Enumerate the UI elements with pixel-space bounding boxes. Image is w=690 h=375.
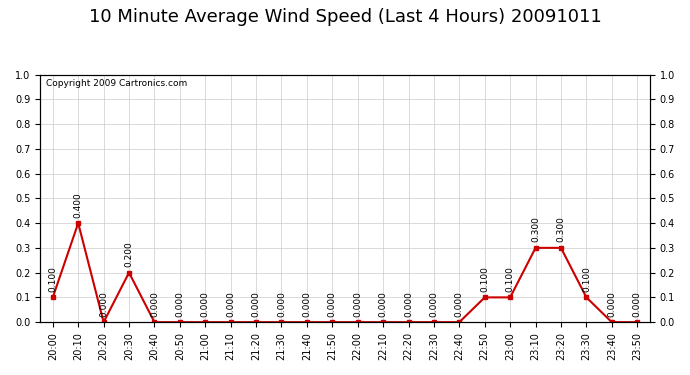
Text: 0.400: 0.400 [74,192,83,217]
Text: 0.000: 0.000 [226,291,235,316]
Text: 0.000: 0.000 [150,291,159,316]
Text: 0.200: 0.200 [124,242,134,267]
Text: 0.000: 0.000 [252,291,261,316]
Text: 0.300: 0.300 [531,216,540,242]
Text: 0.100: 0.100 [48,266,57,292]
Text: 0.000: 0.000 [201,291,210,316]
Text: 0.000: 0.000 [633,291,642,316]
Text: 0.000: 0.000 [328,291,337,316]
Text: 0.000: 0.000 [379,291,388,316]
Text: 0.000: 0.000 [99,291,108,316]
Text: Copyright 2009 Cartronics.com: Copyright 2009 Cartronics.com [46,80,188,88]
Text: 0.100: 0.100 [506,266,515,292]
Text: 0.100: 0.100 [582,266,591,292]
Text: 10 Minute Average Wind Speed (Last 4 Hours) 20091011: 10 Minute Average Wind Speed (Last 4 Hou… [88,8,602,26]
Text: 0.000: 0.000 [607,291,616,316]
Text: 0.100: 0.100 [480,266,489,292]
Text: 0.000: 0.000 [302,291,311,316]
Text: 0.000: 0.000 [404,291,413,316]
Text: 0.000: 0.000 [175,291,184,316]
Text: 0.300: 0.300 [556,216,566,242]
Text: 0.000: 0.000 [277,291,286,316]
Text: 0.000: 0.000 [429,291,438,316]
Text: 0.000: 0.000 [455,291,464,316]
Text: 0.000: 0.000 [353,291,362,316]
